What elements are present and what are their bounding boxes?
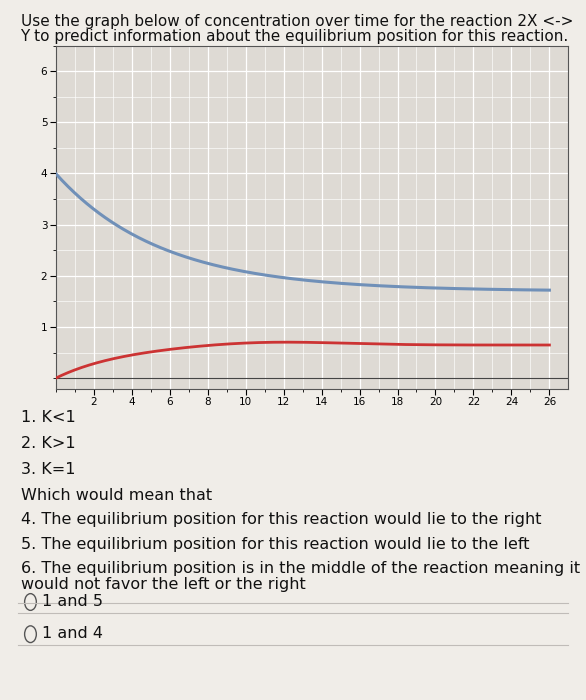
Text: 1. K<1: 1. K<1 [21, 410, 75, 424]
Text: 4. The equilibrium position for this reaction would lie to the right: 4. The equilibrium position for this rea… [21, 512, 541, 527]
Text: would not favor the left or the right: would not favor the left or the right [21, 578, 305, 592]
Text: 6. The equilibrium position is in the middle of the reaction meaning it: 6. The equilibrium position is in the mi… [21, 561, 580, 576]
Text: 1 and 5: 1 and 5 [42, 594, 103, 609]
Text: 2. K>1: 2. K>1 [21, 436, 75, 451]
Text: Y to predict information about the equilibrium position for this reaction.: Y to predict information about the equil… [21, 29, 569, 44]
Text: 5. The equilibrium position for this reaction would lie to the left: 5. The equilibrium position for this rea… [21, 537, 529, 552]
Text: Which would mean that: Which would mean that [21, 488, 212, 503]
Text: 3. K=1: 3. K=1 [21, 462, 75, 477]
Text: 1 and 4: 1 and 4 [42, 626, 103, 641]
Text: Use the graph below of concentration over time for the reaction 2X <->: Use the graph below of concentration ove… [21, 14, 573, 29]
